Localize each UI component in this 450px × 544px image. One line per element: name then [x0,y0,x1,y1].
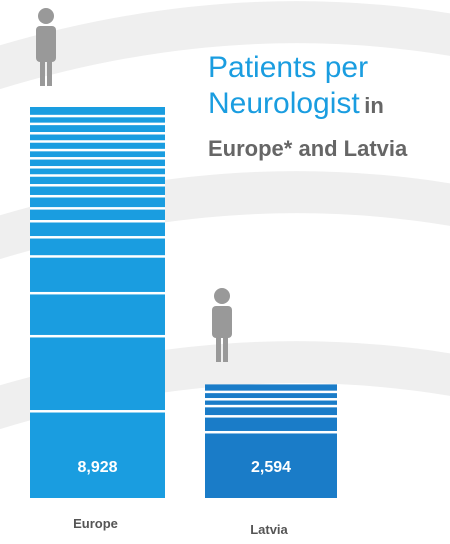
category-label: Europe [73,516,118,531]
person-icon [212,288,232,362]
bar-stripe [205,430,337,434]
bar-stripe [30,184,165,187]
bar-stripe [30,207,165,210]
bar [30,107,165,498]
bar-stripe [30,140,165,143]
bar-stripe [30,334,165,338]
bar-stripe [30,236,165,239]
value-label: 8,928 [77,459,117,476]
value-label: 2,594 [251,459,291,476]
chart-title: Patients per Neurologist [208,51,369,121]
bar-stripe [30,114,165,118]
bar-stripe [205,404,337,408]
person-icon [36,8,56,86]
chart-subtitle: in Europe* and Latvia [208,93,408,162]
bar-stripe [30,194,165,198]
bar-stripe [30,219,165,223]
bar-stripe [30,166,165,169]
bar-stripe [30,255,165,258]
bar-stripe [205,390,337,394]
bar-stripe [30,148,165,152]
bar [205,384,337,498]
bar-stripe [30,174,165,177]
bar-stripe [205,415,337,418]
bar-stripe [205,398,337,401]
bar-stripe [30,132,165,135]
bar-stripe [30,122,165,126]
bar-stripe [30,291,165,295]
bar-stripe [30,157,165,160]
category-label: Latvia [250,522,288,537]
bar-stripe [30,410,165,413]
title-block: Patients per Neurologist in Europe* and … [208,50,423,171]
